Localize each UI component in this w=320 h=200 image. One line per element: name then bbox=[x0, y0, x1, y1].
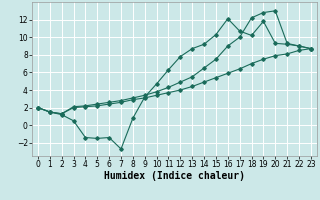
X-axis label: Humidex (Indice chaleur): Humidex (Indice chaleur) bbox=[104, 171, 245, 181]
